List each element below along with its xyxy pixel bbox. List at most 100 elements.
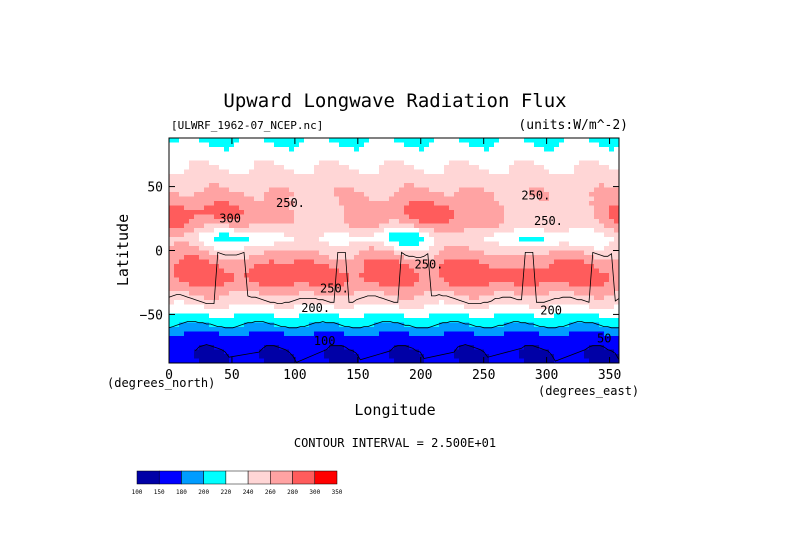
heatmap-cell bbox=[304, 151, 310, 157]
heatmap-cell bbox=[544, 228, 550, 233]
heatmap-cell bbox=[409, 205, 415, 211]
heatmap-cell bbox=[389, 264, 395, 269]
heatmap-cell bbox=[554, 169, 560, 175]
heatmap-cell bbox=[559, 327, 565, 332]
heatmap-cell bbox=[524, 336, 530, 341]
heatmap-cell bbox=[579, 151, 585, 157]
heatmap-cell bbox=[574, 300, 580, 305]
heatmap-cell bbox=[329, 268, 335, 274]
heatmap-cell bbox=[489, 250, 495, 256]
heatmap-cell bbox=[559, 246, 565, 251]
heatmap-cell bbox=[474, 291, 480, 296]
heatmap-cell bbox=[434, 228, 440, 233]
heatmap-cell bbox=[324, 282, 330, 287]
heatmap-cell bbox=[304, 232, 310, 238]
heatmap-cell bbox=[414, 214, 420, 220]
heatmap-cell bbox=[464, 358, 470, 364]
heatmap-cell bbox=[294, 318, 300, 323]
heatmap-cell bbox=[239, 214, 245, 220]
heatmap-cell bbox=[354, 309, 360, 314]
heatmap-cell bbox=[199, 178, 205, 184]
heatmap-cell bbox=[499, 210, 505, 215]
heatmap-cell bbox=[274, 178, 280, 184]
heatmap-cell bbox=[419, 336, 425, 341]
heatmap-cell bbox=[269, 214, 275, 220]
heatmap-cell bbox=[219, 160, 225, 166]
heatmap-cell bbox=[309, 183, 315, 188]
heatmap-cell bbox=[249, 187, 255, 193]
heatmap-cell bbox=[254, 174, 260, 179]
heatmap-cell bbox=[199, 219, 205, 224]
heatmap-cell bbox=[274, 273, 280, 278]
heatmap-cell bbox=[439, 223, 445, 229]
heatmap-cell bbox=[329, 223, 335, 229]
heatmap-cell bbox=[614, 147, 620, 152]
heatmap-cell bbox=[299, 322, 305, 328]
heatmap-cell bbox=[539, 286, 545, 292]
heatmap-cell bbox=[549, 201, 555, 206]
heatmap-cell bbox=[204, 192, 210, 197]
heatmap-cell bbox=[334, 250, 340, 256]
heatmap-cell bbox=[594, 322, 600, 328]
heatmap-cell bbox=[199, 223, 205, 229]
heatmap-cell bbox=[534, 295, 540, 301]
heatmap-cell bbox=[324, 295, 330, 301]
heatmap-cell bbox=[264, 174, 270, 179]
heatmap-cell bbox=[409, 219, 415, 224]
heatmap-cell bbox=[599, 228, 605, 233]
heatmap-cell bbox=[514, 300, 520, 305]
heatmap-cell bbox=[514, 309, 520, 314]
heatmap-cell bbox=[469, 223, 475, 229]
heatmap-cell bbox=[299, 223, 305, 229]
heatmap-cell bbox=[214, 151, 220, 157]
heatmap-cell bbox=[614, 345, 620, 350]
heatmap-cell bbox=[479, 327, 485, 332]
heatmap-cell bbox=[384, 219, 390, 224]
heatmap-cell bbox=[579, 228, 585, 233]
heatmap-cell bbox=[274, 169, 280, 175]
heatmap-cell bbox=[484, 192, 490, 197]
heatmap-cell bbox=[374, 174, 380, 179]
heatmap-cell bbox=[279, 228, 285, 233]
heatmap-cell bbox=[399, 277, 405, 283]
heatmap-cell bbox=[544, 336, 550, 341]
heatmap-cell bbox=[609, 250, 615, 256]
heatmap-cell bbox=[314, 291, 320, 296]
heatmap-cell bbox=[299, 286, 305, 292]
heatmap-cell bbox=[214, 205, 220, 211]
contour-line bbox=[168, 251, 620, 304]
heatmap-cell bbox=[479, 349, 485, 355]
heatmap-cell bbox=[494, 142, 500, 148]
heatmap-cell bbox=[219, 156, 225, 161]
heatmap-cell bbox=[214, 138, 220, 143]
heatmap-cell bbox=[309, 349, 315, 355]
heatmap-cell bbox=[174, 255, 180, 260]
heatmap-cell bbox=[199, 264, 205, 269]
heatmap-cell bbox=[329, 277, 335, 283]
heatmap-cell bbox=[564, 192, 570, 197]
heatmap-cell bbox=[589, 354, 595, 359]
heatmap-cell bbox=[394, 169, 400, 175]
heatmap-cell bbox=[569, 169, 575, 175]
heatmap-cell bbox=[534, 264, 540, 269]
heatmap-cell bbox=[489, 264, 495, 269]
heatmap-cell bbox=[444, 223, 450, 229]
heatmap-cell bbox=[399, 268, 405, 274]
heatmap-cell bbox=[194, 241, 200, 247]
heatmap-cell bbox=[399, 187, 405, 193]
heatmap-cell bbox=[374, 291, 380, 296]
heatmap-cell bbox=[539, 228, 545, 233]
heatmap-cell bbox=[539, 142, 545, 148]
heatmap-cell bbox=[479, 174, 485, 179]
heatmap-cell bbox=[554, 187, 560, 193]
heatmap-cell bbox=[564, 165, 570, 170]
heatmap-cell bbox=[169, 354, 175, 359]
heatmap-cell bbox=[324, 286, 330, 292]
heatmap-cell bbox=[594, 165, 600, 170]
heatmap-cell bbox=[244, 138, 250, 143]
heatmap-cell bbox=[319, 169, 325, 175]
heatmap-cell bbox=[289, 210, 295, 215]
heatmap-cell bbox=[304, 192, 310, 197]
heatmap-cell bbox=[549, 295, 555, 301]
heatmap-cell bbox=[304, 201, 310, 206]
